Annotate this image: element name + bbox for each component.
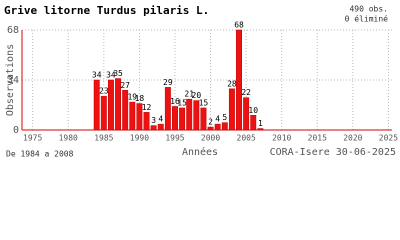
bar xyxy=(107,79,114,131)
value-label: 68 xyxy=(234,21,244,30)
value-label: 34 xyxy=(106,71,116,80)
page: {"chart_data": {"type": "bar", "title": … xyxy=(4,4,399,159)
obs-count: 490 obs. xyxy=(349,5,388,14)
bar xyxy=(129,101,136,131)
x-tick-label: 2000 xyxy=(201,134,220,143)
bar xyxy=(150,125,157,131)
value-label: 27 xyxy=(120,81,130,90)
chart: Grive litorne Turdus pilaris L. 490 obs.… xyxy=(4,4,398,159)
bar xyxy=(207,126,214,131)
value-label: 5 xyxy=(222,113,227,122)
x-tick-label: 1985 xyxy=(94,134,113,143)
value-label: 1 xyxy=(258,119,263,128)
x-tick-label: 1980 xyxy=(59,134,78,143)
x-tick-label: 1975 xyxy=(23,134,42,143)
x-axis-label: Années xyxy=(182,146,218,158)
bar xyxy=(143,112,150,131)
x-tick-label: 2025 xyxy=(379,134,398,143)
y-tick-label: 68 xyxy=(7,25,19,36)
x-tick-label: 2005 xyxy=(237,134,256,143)
bar xyxy=(172,106,178,131)
value-label: 18 xyxy=(135,94,145,103)
value-label: 15 xyxy=(177,98,187,107)
period: De 1984 a 2008 xyxy=(6,150,74,159)
value-label: 34 xyxy=(92,71,102,80)
bar xyxy=(100,95,107,131)
value-label: 28 xyxy=(227,79,237,88)
eliminated-count: 0 éliminé xyxy=(345,14,389,24)
value-label: 3 xyxy=(151,116,156,125)
bar xyxy=(221,122,228,131)
x-tick-label: 2020 xyxy=(343,134,362,143)
value-label: 23 xyxy=(99,87,109,96)
value-label: 12 xyxy=(142,103,152,112)
plot-area xyxy=(22,30,392,130)
bar xyxy=(250,115,257,131)
bar xyxy=(214,123,221,131)
value-label: 20 xyxy=(192,91,202,100)
bar xyxy=(236,29,242,131)
value-label: 4 xyxy=(215,115,220,124)
y-axis-label: Observations xyxy=(5,44,16,116)
bar xyxy=(157,123,164,131)
value-label: 15 xyxy=(199,98,209,107)
bar xyxy=(193,100,200,131)
bar xyxy=(115,78,122,131)
source: CORA-Isere 30-06-2025 xyxy=(270,147,396,158)
x-tick-label: 1990 xyxy=(130,134,149,143)
bar xyxy=(200,107,207,131)
bar xyxy=(164,87,171,131)
value-label: 4 xyxy=(158,115,163,124)
value-label: 2 xyxy=(208,118,213,127)
value-label: 16 xyxy=(170,97,180,106)
x-tick-label: 2015 xyxy=(308,134,327,143)
value-label: 35 xyxy=(113,69,123,78)
bar xyxy=(243,97,250,131)
bar xyxy=(228,88,235,131)
value-label: 22 xyxy=(241,88,251,97)
bar xyxy=(179,107,186,131)
value-label: 21 xyxy=(184,90,194,99)
bar xyxy=(93,79,100,131)
chart-title: Grive litorne Turdus pilaris L. xyxy=(4,4,209,17)
y-tick-label: 0 xyxy=(13,125,19,136)
y-tick-label: 34 xyxy=(7,75,19,86)
value-label: 10 xyxy=(248,106,258,115)
bar xyxy=(122,90,129,131)
bar xyxy=(136,103,143,131)
x-tick-label: 2010 xyxy=(272,134,291,143)
value-label: 29 xyxy=(163,78,173,87)
bar xyxy=(186,98,193,131)
bar xyxy=(257,128,264,131)
x-tick-label: 1995 xyxy=(165,134,184,143)
value-label: 19 xyxy=(127,93,137,102)
